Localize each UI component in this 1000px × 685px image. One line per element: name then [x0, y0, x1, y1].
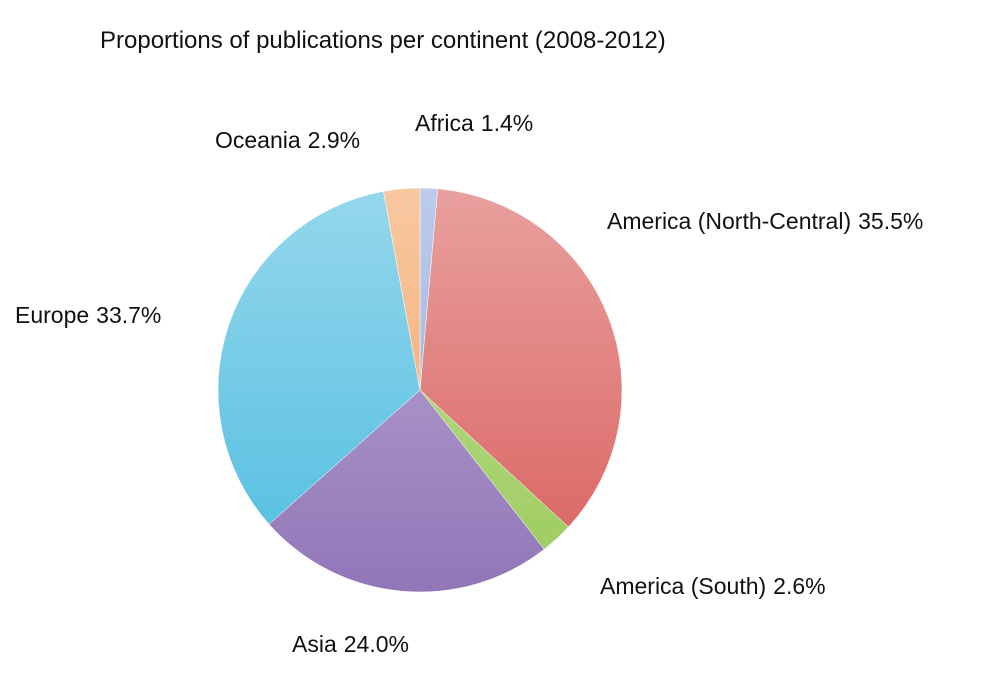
category-label: Europe — [15, 302, 89, 328]
pie-slice — [383, 187, 421, 391]
category-label: Oceania — [215, 127, 301, 153]
value-label: 1.4% — [481, 110, 533, 136]
pie-slice — [217, 191, 421, 525]
slice-label: Oceania 2.9% — [215, 127, 360, 153]
slice-label: America (North-Central) 35.5% — [607, 208, 923, 234]
slice-label: Asia 24.0% — [292, 631, 409, 657]
category-label: America (North-Central) — [607, 208, 851, 234]
category-label: Asia — [292, 631, 337, 657]
slice-label: Europe 33.7% — [15, 302, 161, 328]
slice-label: Africa 1.4% — [415, 110, 533, 136]
pie-slice — [268, 389, 545, 593]
value-label: 35.5% — [858, 208, 923, 234]
value-label: 33.7% — [96, 302, 161, 328]
chart-title: Proportions of publications per continen… — [100, 27, 666, 54]
value-label: 24.0% — [344, 631, 409, 657]
slice-label: America (South) 2.6% — [600, 573, 826, 599]
category-label: Africa — [415, 110, 474, 136]
value-label: 2.9% — [308, 127, 360, 153]
pie-slice — [419, 188, 623, 528]
category-label: America (South) — [600, 573, 766, 599]
value-label: 2.6% — [773, 573, 825, 599]
